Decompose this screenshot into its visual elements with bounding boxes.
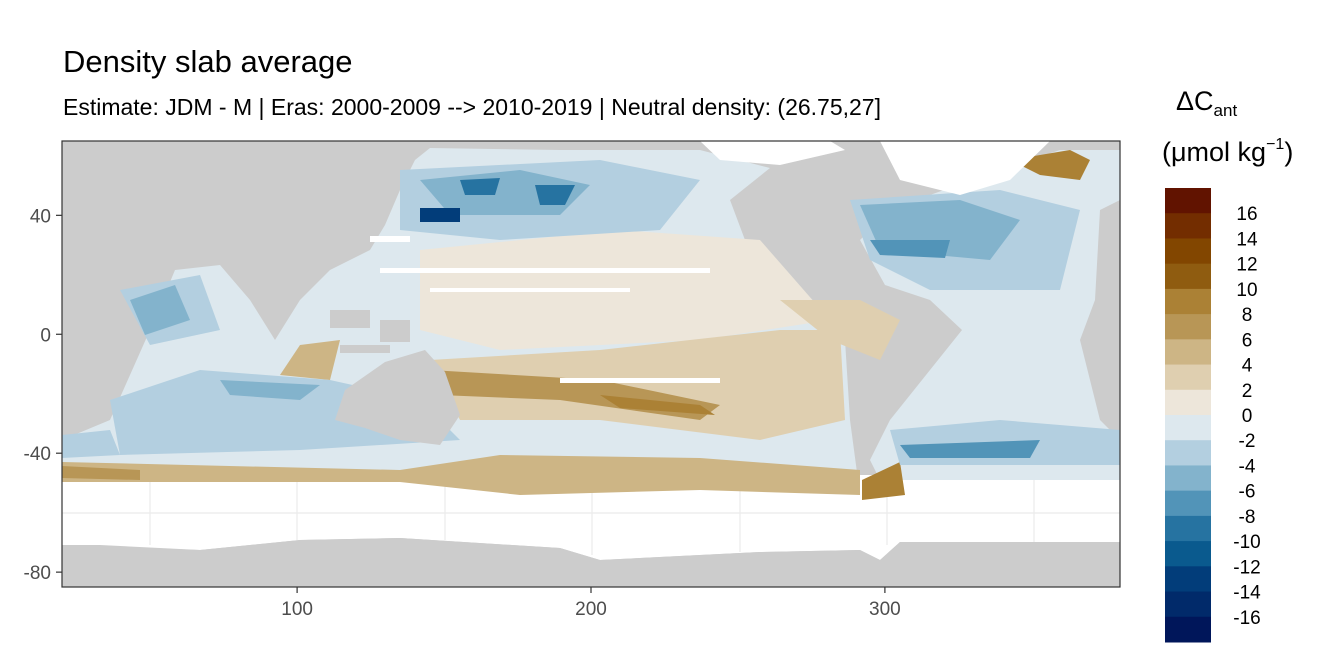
legend-break-label: -14 <box>1233 583 1261 604</box>
legend-unit-close: ) <box>1284 137 1294 167</box>
legend-color-bin <box>1165 263 1211 290</box>
field-patch <box>420 208 460 222</box>
antarctica <box>62 538 1120 587</box>
y-tick-label: 40 <box>30 206 51 227</box>
legend-color-bin <box>1165 591 1211 618</box>
field-patch <box>62 430 120 458</box>
legend-color-bin <box>1165 616 1211 643</box>
australia <box>335 350 460 445</box>
field-patch <box>62 455 860 495</box>
legend-break-label: -16 <box>1233 608 1260 629</box>
legend-break-label: 2 <box>1242 381 1253 402</box>
legend-color-bin <box>1165 515 1211 542</box>
legend-break-label: 8 <box>1242 305 1253 326</box>
field-patch <box>62 466 140 480</box>
legend-color-bin <box>1165 339 1211 366</box>
legend-break-label: 14 <box>1236 229 1258 250</box>
y-tick-label: -80 <box>24 563 51 584</box>
legend-break-label: -2 <box>1239 431 1256 452</box>
legend-color-bin <box>1165 415 1211 441</box>
legend-color-bin <box>1165 364 1211 391</box>
field-patch <box>280 340 340 380</box>
legend-break-label: 0 <box>1242 406 1253 427</box>
legend-break-label: 4 <box>1242 356 1253 377</box>
legend-color-bin <box>1165 440 1211 466</box>
field-patch <box>600 395 715 415</box>
field-patch <box>220 380 320 400</box>
field-patch <box>870 240 950 258</box>
maritime-continent <box>330 310 410 353</box>
legend-unit: (μmol kg−1) <box>1162 136 1293 168</box>
chart-subtitle: Estimate: JDM - M | Eras: 2000-2009 --> … <box>63 94 881 120</box>
legend-color-bin <box>1165 389 1211 416</box>
legend-color-bin <box>1165 541 1211 567</box>
legend-title-sub: ant <box>1213 101 1238 120</box>
map-panel <box>62 141 1120 587</box>
legend-break-label: 6 <box>1242 330 1253 351</box>
legend-color-bin <box>1165 238 1211 265</box>
field-patch <box>862 462 905 500</box>
legend-break-label: 10 <box>1236 280 1257 301</box>
y-tick-label: -40 <box>24 444 51 465</box>
x-tick-label: 100 <box>281 599 313 620</box>
legend-unit-sup: −1 <box>1266 136 1285 153</box>
x-tick-label: 200 <box>575 599 607 620</box>
legend-color-bin <box>1165 490 1211 517</box>
field-patch <box>130 285 190 335</box>
legend-break-label: 16 <box>1236 204 1257 225</box>
legend-break-label: 12 <box>1236 255 1257 276</box>
field-patch <box>780 300 900 360</box>
chart-title: Density slab average <box>63 44 353 79</box>
legend-color-bin <box>1165 465 1211 492</box>
southern-ocean-nodata <box>62 475 1120 560</box>
legend-unit-open: (μmol kg <box>1162 137 1267 167</box>
y-tick-label: 0 <box>40 325 51 346</box>
field-patch <box>535 185 575 205</box>
legend-break-label: -12 <box>1233 557 1260 578</box>
x-tick-label: 300 <box>869 599 901 620</box>
nodata-streaks <box>370 141 1050 383</box>
legend-break-label: -10 <box>1233 532 1260 553</box>
field-patch <box>460 178 500 195</box>
legend-break-label: -8 <box>1239 507 1256 528</box>
legend-title: ΔCant <box>1176 86 1237 121</box>
field-patch <box>430 330 845 440</box>
legend-color-bin <box>1165 288 1211 315</box>
legend-color-bin <box>1165 188 1211 214</box>
field-patch <box>900 440 1040 458</box>
legend-break-label: -4 <box>1239 456 1256 477</box>
legend-color-bin <box>1165 314 1211 340</box>
legend-title-main: ΔC <box>1176 86 1214 116</box>
legend-break-label: -6 <box>1239 482 1256 503</box>
legend-color-bin <box>1165 566 1211 593</box>
legend-color-bin <box>1165 213 1211 239</box>
